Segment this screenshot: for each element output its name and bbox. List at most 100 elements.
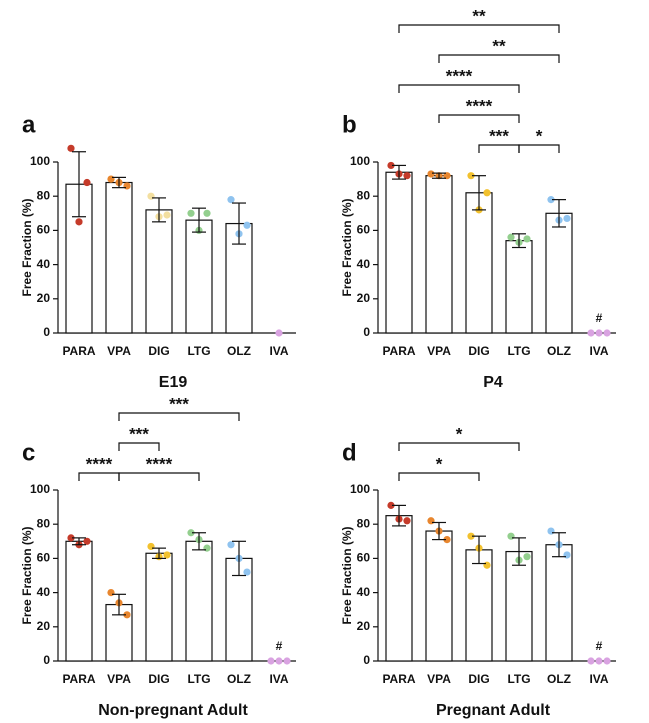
x-tick-label: VPA (427, 344, 451, 358)
y-tick-label: 80 (37, 188, 51, 202)
bar (545, 544, 573, 662)
data-point (595, 657, 603, 665)
data-point (467, 172, 475, 180)
y-tick-label: 20 (37, 619, 51, 633)
y-tick-label: 40 (357, 585, 371, 599)
y-tick-label: 60 (37, 551, 51, 565)
x-tick-label: OLZ (227, 672, 251, 686)
x-tick-label: VPA (427, 672, 451, 686)
data-point (163, 211, 171, 219)
data-point (547, 196, 555, 204)
data-point (203, 209, 211, 217)
x-tick-label: OLZ (227, 344, 251, 358)
data-point (483, 189, 491, 197)
significance-label: **** (466, 96, 493, 115)
x-tick-label: OLZ (547, 344, 571, 358)
data-point (547, 527, 555, 535)
significance-bracket (398, 442, 520, 451)
data-point (523, 553, 531, 561)
x-tick-label: LTG (507, 672, 530, 686)
data-point (123, 611, 131, 619)
y-tick-label: 80 (357, 516, 371, 530)
data-point (275, 329, 283, 337)
data-point (443, 535, 451, 544)
bar (385, 171, 413, 334)
data-point (203, 544, 211, 552)
significance-bracket (438, 54, 560, 63)
significance-bracket (118, 442, 160, 451)
data-point (387, 501, 395, 509)
significance-bracket (398, 472, 480, 481)
y-tick-label: 60 (37, 223, 51, 237)
data-point (427, 517, 435, 525)
significance-bracket (78, 472, 120, 481)
data-point (563, 551, 571, 559)
data-point (467, 532, 475, 540)
data-point (283, 657, 291, 665)
chart-title: P4 (483, 374, 503, 391)
data-point (403, 517, 411, 525)
y-tick-label: 80 (37, 516, 51, 530)
significance-label: * (536, 126, 543, 145)
data-point (67, 144, 75, 152)
y-tick-label: 100 (30, 154, 50, 168)
significance-label: ** (472, 6, 486, 25)
annotation: # (276, 639, 283, 653)
bar (505, 240, 533, 334)
significance-bracket (478, 144, 520, 153)
x-tick-label: IVA (269, 672, 288, 686)
data-point (187, 209, 195, 217)
data-point (107, 175, 115, 183)
data-point (163, 551, 171, 559)
x-tick-label: LTG (507, 344, 530, 358)
significance-label: *** (129, 424, 149, 443)
y-tick-label: 0 (363, 325, 370, 339)
x-tick-label: IVA (589, 344, 608, 358)
y-tick-label: 40 (357, 257, 371, 271)
y-tick-label: 20 (357, 291, 371, 305)
chart-title: E19 (159, 374, 188, 391)
data-point (227, 196, 235, 204)
data-point (483, 561, 491, 569)
significance-bracket (398, 24, 560, 33)
data-point (507, 532, 515, 540)
data-point (147, 542, 155, 551)
data-point (595, 329, 603, 337)
y-tick-label: 60 (357, 551, 371, 565)
bar (105, 181, 133, 334)
y-axis-label: Free Fraction (%) (20, 198, 34, 296)
significance-bracket (398, 84, 520, 93)
x-tick-label: PARA (382, 344, 415, 358)
data-point (507, 233, 515, 241)
data-point (587, 657, 595, 665)
significance-bracket (118, 472, 200, 481)
significance-label: **** (146, 454, 173, 473)
bar (465, 192, 493, 334)
bar (185, 540, 213, 662)
bar (545, 212, 573, 334)
data-point (427, 170, 435, 178)
x-tick-label: DIG (148, 672, 169, 686)
data-point (187, 529, 195, 537)
chart-title: Non-pregnant Adult (98, 702, 248, 719)
data-point (243, 568, 251, 576)
data-point (563, 214, 571, 223)
data-point (523, 235, 531, 243)
significance-label: **** (446, 66, 473, 85)
x-tick-label: VPA (107, 344, 131, 358)
data-point (227, 541, 235, 549)
x-tick-label: PARA (62, 344, 95, 358)
x-tick-label: DIG (468, 672, 489, 686)
panel-label: b (342, 111, 357, 138)
data-point (275, 657, 283, 665)
data-point (83, 537, 91, 545)
data-point (147, 192, 155, 200)
data-point (403, 172, 411, 180)
panel-label: c (22, 439, 35, 466)
y-tick-label: 100 (30, 482, 50, 496)
x-tick-label: LTG (187, 344, 210, 358)
y-tick-label: 80 (357, 188, 371, 202)
y-tick-label: 20 (357, 619, 371, 633)
annotation: # (596, 311, 603, 325)
